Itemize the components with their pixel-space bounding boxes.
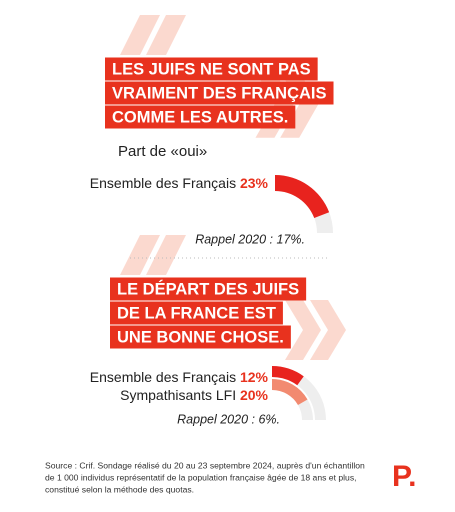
- headline: VRAIMENT DES FRANÇAIS: [112, 84, 327, 102]
- value-label: 12%: [240, 369, 269, 385]
- headline: UNE BONNE CHOSE.: [117, 328, 284, 346]
- gauge-arc: [272, 379, 308, 405]
- annotation: Rappel 2020 : 6%.: [177, 412, 280, 426]
- series-name: Ensemble des Français: [90, 369, 236, 385]
- series-name: Ensemble des Français: [90, 175, 236, 191]
- headline-box: [110, 277, 307, 301]
- headline: LE DÉPART DES JUIFS: [117, 279, 299, 298]
- value-label: 23%: [240, 175, 269, 191]
- headline: DE LA FRANCE EST: [117, 304, 276, 322]
- value-label: 20%: [240, 387, 269, 403]
- gauge-arc: [275, 175, 330, 218]
- row-label: Sympathisants LFI 20%: [120, 387, 268, 403]
- source: Source : Crif. Sondage réalisé du 20 au …: [45, 460, 365, 470]
- annotation: Rappel 2020 : 17%.: [195, 232, 305, 246]
- row-label: Ensemble des Français 12%: [90, 369, 269, 385]
- headline-box: [105, 81, 334, 105]
- headline: LES JUIFS NE SONT PAS: [112, 60, 311, 78]
- headline-box: [105, 105, 296, 129]
- headline: COMME LES AUTRES.: [112, 108, 288, 126]
- gauge-arc: [272, 366, 304, 386]
- source: de 1 000 individus représentatif de la p…: [45, 472, 357, 482]
- series-name: Sympathisants LFI: [120, 387, 236, 403]
- source: constitué selon la méthode des quotas.: [45, 484, 194, 494]
- logo: P.: [392, 460, 416, 493]
- headline-box: [110, 301, 283, 325]
- headline-box: [105, 57, 318, 81]
- headline-box: [110, 325, 291, 349]
- row-label: Ensemble des Français 23%: [90, 175, 269, 191]
- subtitle: Part de «oui»: [118, 143, 207, 160]
